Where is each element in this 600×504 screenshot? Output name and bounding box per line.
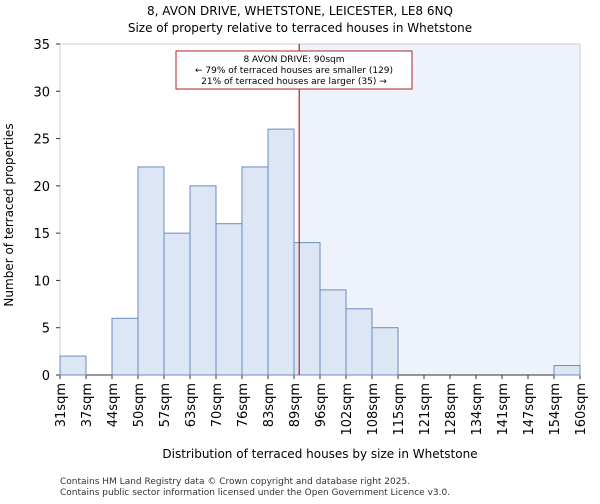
footer-line2: Contains public sector information licen… [60,488,450,498]
x-axis-label: Distribution of terraced houses by size … [162,447,477,461]
x-tick-label: 108sqm [366,383,381,436]
x-tick-label: 50sqm [132,383,147,427]
annotation-line3: 21% of terraced houses are larger (35) → [201,77,387,87]
x-tick-label: 63sqm [184,383,199,427]
x-tick-label: 154sqm [548,383,563,436]
y-axis-label: Number of terraced properties [2,123,16,306]
bars-layer [59,128,581,376]
x-tick-label: 89sqm [288,383,303,427]
histogram-bar [59,355,87,376]
annotation-line1: 8 AVON DRIVE: 90sqm [243,55,344,65]
x-tick-label: 70sqm [210,383,225,427]
histogram-bar [319,289,347,376]
histogram-bar [241,166,269,376]
y-tick-label: 25 [33,133,50,148]
chart-title-line1: 8, AVON DRIVE, WHETSTONE, LEICESTER, LE8… [147,4,453,18]
x-tick-label: 76sqm [236,383,251,427]
x-tick-label: 128sqm [444,383,459,436]
x-tick-label: 31sqm [54,383,69,427]
x-tick-label: 115sqm [392,383,407,436]
y-tick-label: 35 [33,38,50,53]
x-tick-label: 57sqm [158,383,173,427]
histogram-bar [163,232,191,376]
y-tick-label: 10 [33,274,50,289]
histogram-bar [293,242,321,376]
x-tick-label: 147sqm [522,383,537,436]
histogram-bar [267,128,295,376]
x-tick-label: 134sqm [470,383,485,436]
y-tick-label: 20 [33,180,50,195]
y-tick-label: 30 [33,85,50,100]
footer-line1: Contains HM Land Registry data © Crown c… [60,477,410,487]
y-tick-label: 0 [42,369,50,384]
chart-title-line2: Size of property relative to terraced ho… [128,21,472,35]
histogram-bar [215,223,243,376]
x-tick-label: 121sqm [418,383,433,436]
x-tick-label: 83sqm [262,383,277,427]
y-tick-label: 5 [42,322,50,337]
x-tick-label: 160sqm [574,383,589,436]
x-tick-label: 96sqm [314,383,329,427]
histogram-bar [345,308,373,376]
histogram-bar [111,317,139,376]
x-tick-label: 102sqm [340,383,355,436]
histogram-bar [137,166,165,376]
annotation-box [175,50,413,90]
x-tick-label: 44sqm [106,383,121,427]
x-tick-label: 141sqm [496,383,511,436]
x-tick-label: 37sqm [80,383,95,427]
annotation-line2: ← 79% of terraced houses are smaller (12… [195,66,393,76]
histogram-bar [371,327,399,376]
axes-layer: 0 5 10 15 20 25 30 35 31sqm 37sqm 44sqm 50sqm 57sqm 6… [33,38,589,436]
histogram-bar [189,185,217,376]
histogram-bar [553,365,581,376]
y-tick-label: 15 [33,227,50,242]
